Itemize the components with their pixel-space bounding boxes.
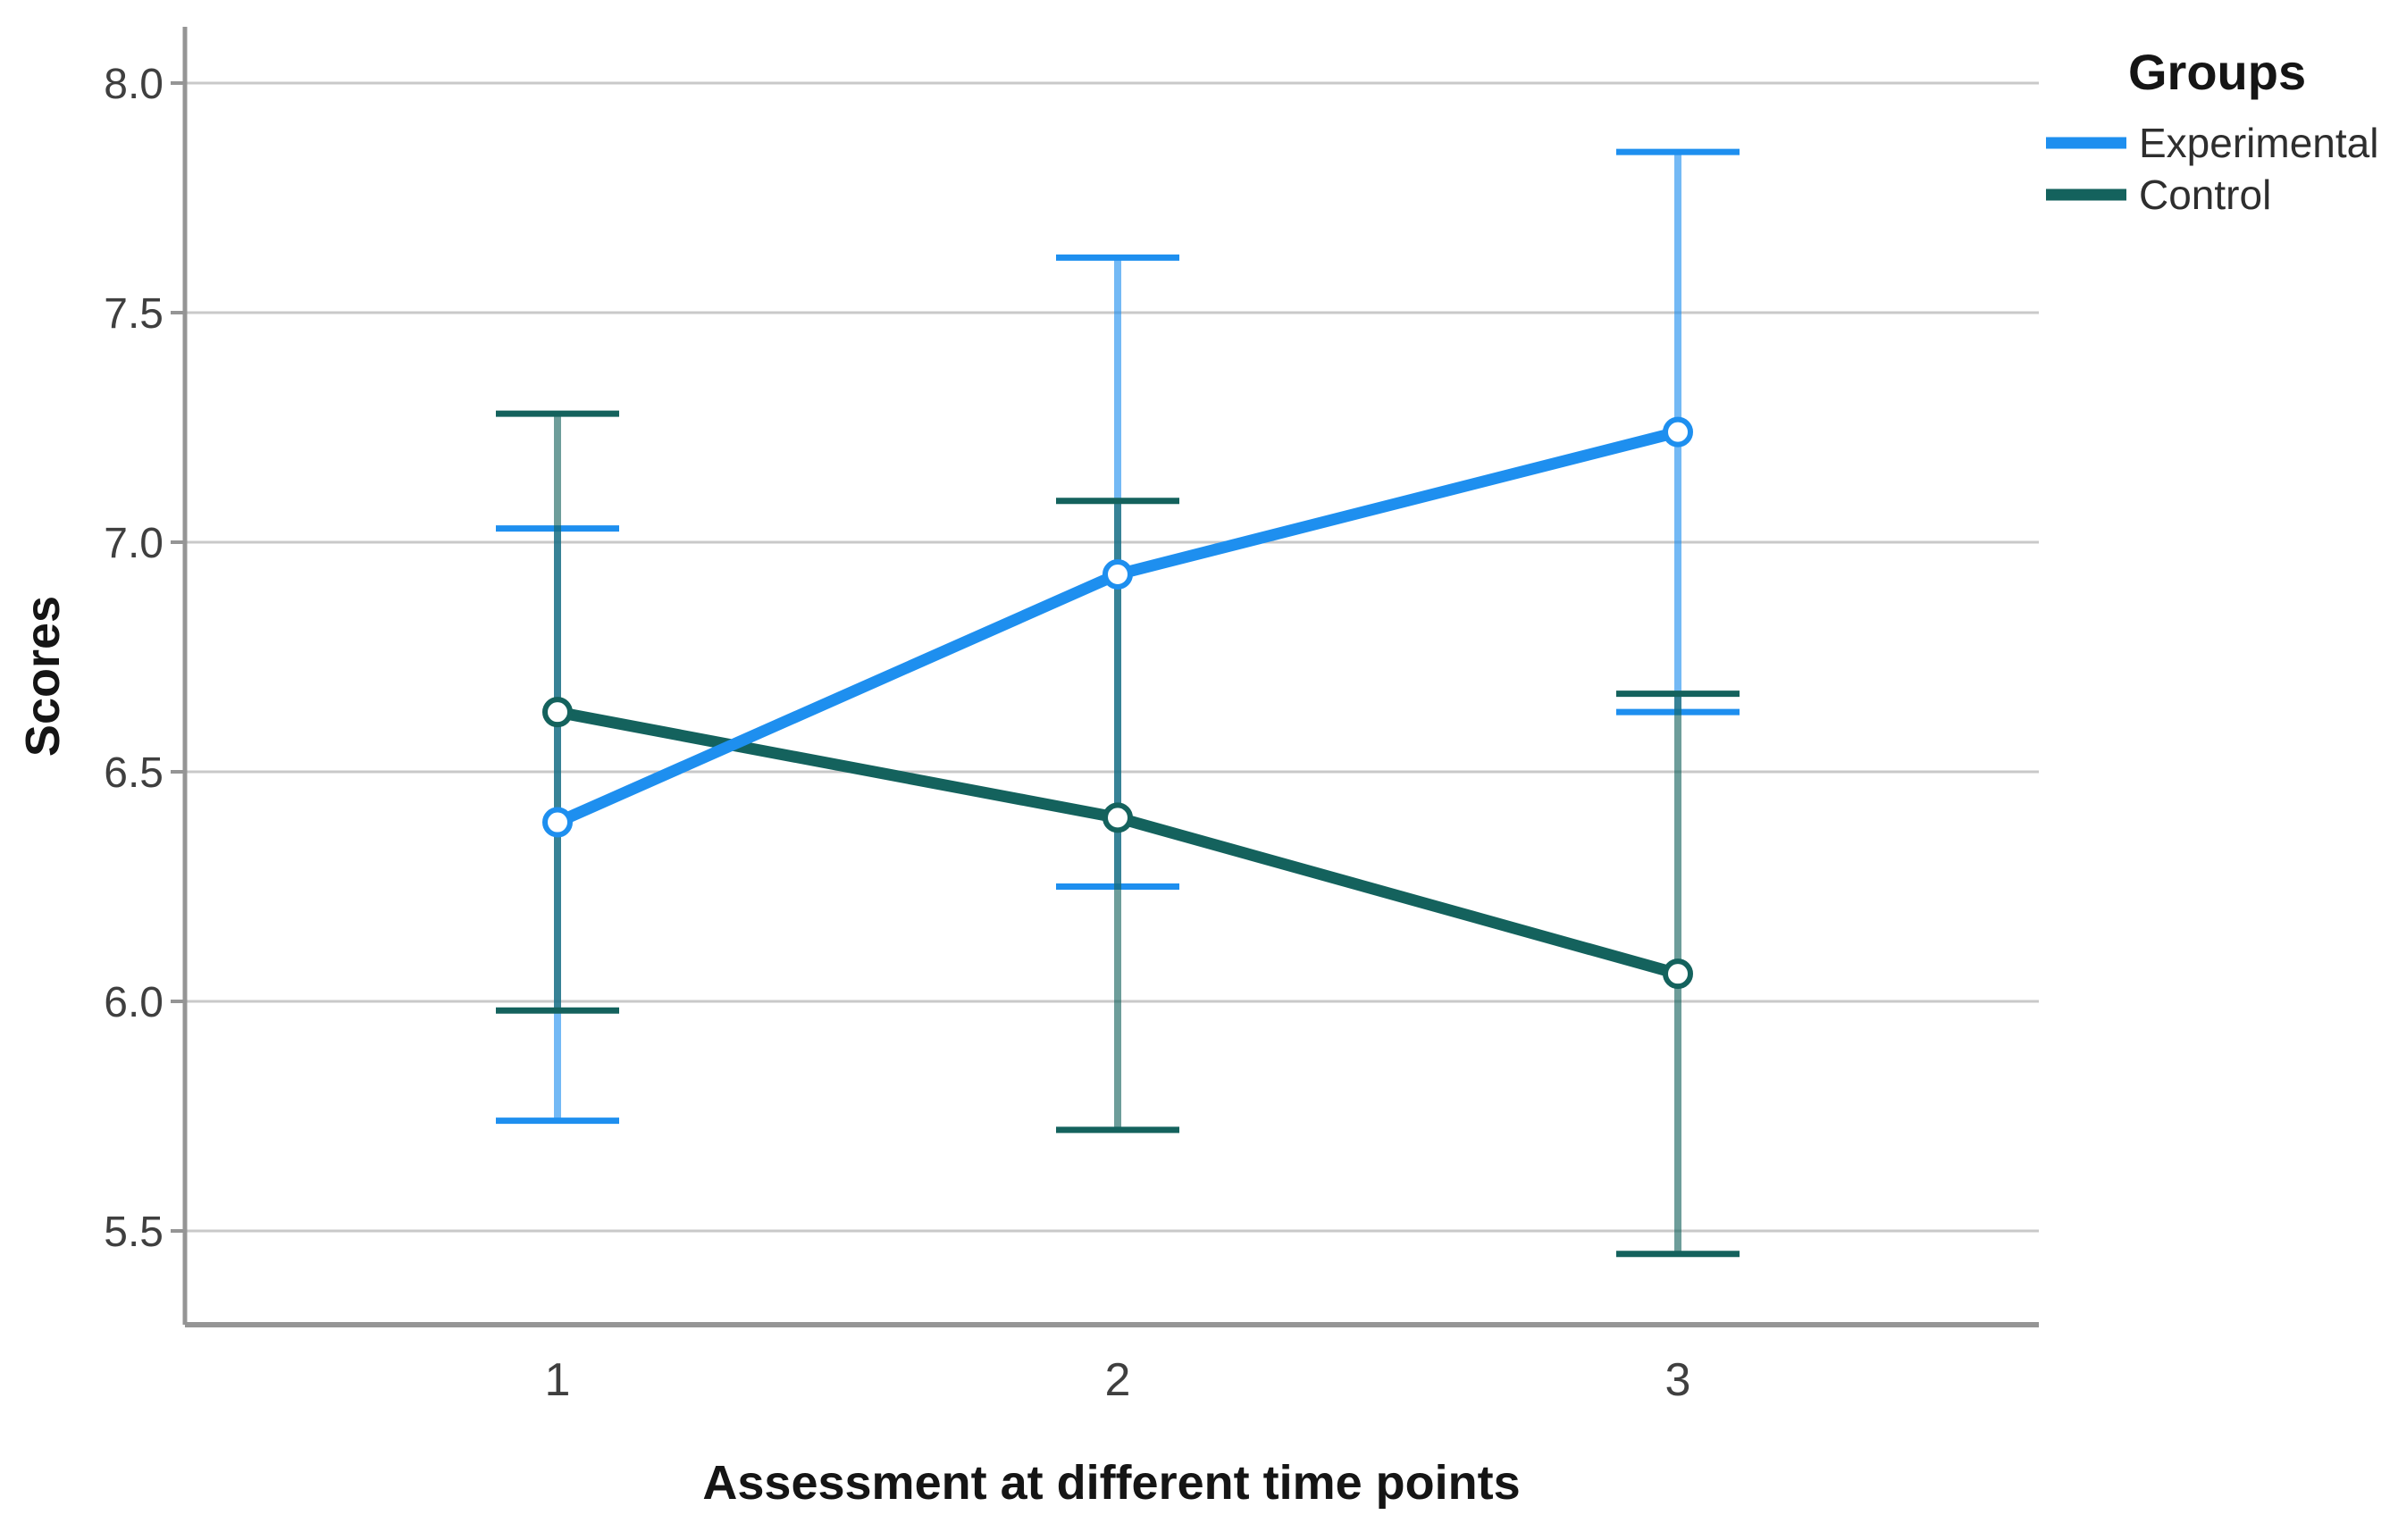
- axes: [182, 27, 2039, 1327]
- y-tick-label: 7.5: [104, 290, 164, 338]
- legend-title: Groups: [2128, 44, 2306, 100]
- data-point-marker: [1103, 558, 1133, 590]
- legend-label-experimental: Experimental: [2139, 120, 2378, 166]
- x-axis-tick-labels: 1 2 3: [545, 1354, 1691, 1406]
- legend-item-control: Control: [2046, 172, 2271, 218]
- legend: Groups Experimental Control: [2046, 44, 2378, 218]
- y-tick-label: 6.0: [104, 979, 164, 1026]
- series-control: [542, 697, 1693, 990]
- y-tick-label: 8.0: [104, 61, 164, 108]
- y-tick-label: 7.0: [104, 520, 164, 567]
- x-tick-label: 3: [1665, 1354, 1691, 1406]
- gridlines: [185, 81, 2039, 1233]
- error-bars-control: [496, 410, 1740, 1258]
- y-tick-label: 5.5: [104, 1209, 164, 1256]
- y-tick-label: 6.5: [104, 749, 164, 797]
- data-point-marker: [1663, 416, 1693, 448]
- x-tick-label: 2: [1105, 1354, 1131, 1406]
- y-axis-ticks: 8.0 7.5 7.0 6.5 6.0 5.5: [104, 61, 185, 1256]
- data-point-marker: [1663, 958, 1693, 990]
- data-point-marker: [1103, 802, 1133, 833]
- y-axis-title: Scores: [16, 596, 70, 757]
- legend-label-control: Control: [2139, 172, 2271, 218]
- series-plot-area: [496, 148, 1740, 1258]
- data-point-marker: [542, 697, 573, 728]
- x-tick-label: 1: [545, 1354, 571, 1406]
- data-point-marker: [542, 807, 573, 838]
- legend-item-experimental: Experimental: [2046, 120, 2378, 166]
- x-axis-title: Assessment at different time points: [702, 1456, 1520, 1510]
- series-experimental: [542, 416, 1693, 838]
